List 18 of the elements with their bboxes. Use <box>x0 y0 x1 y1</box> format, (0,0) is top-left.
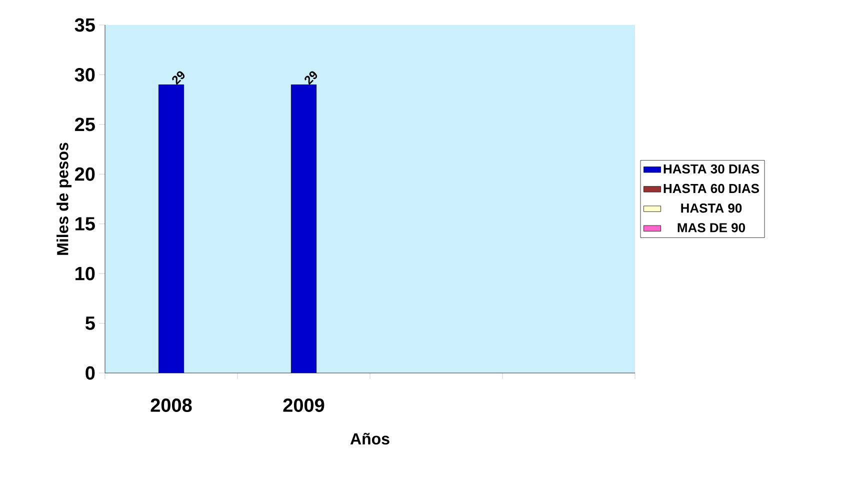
y-tick-label: 35 <box>74 18 95 32</box>
y-tick-label: 20 <box>74 167 95 181</box>
legend-label: HASTA 90 <box>681 203 742 213</box>
legend-label: MAS DE 90 <box>678 223 746 232</box>
data-label: 29 <box>304 71 318 85</box>
y-axis-title: Miles de pesos <box>56 142 72 255</box>
y-tick-label: 30 <box>74 68 95 82</box>
x-tick-label: 2009 <box>283 398 324 412</box>
y-tick-label: 25 <box>74 118 95 132</box>
x-axis-title: Años <box>350 432 390 445</box>
y-tick-label: 0 <box>86 366 95 380</box>
y-tick-label: 10 <box>76 266 95 280</box>
data-label: 29 <box>172 71 185 85</box>
legend-label: HASTA 30 DIAS <box>664 164 760 174</box>
legend-label: HASTA 60 DIAS <box>664 184 760 194</box>
y-tick-label: 5 <box>85 316 95 330</box>
x-tick-label: 2008 <box>150 398 192 412</box>
y-tick-label: 15 <box>76 217 95 230</box>
